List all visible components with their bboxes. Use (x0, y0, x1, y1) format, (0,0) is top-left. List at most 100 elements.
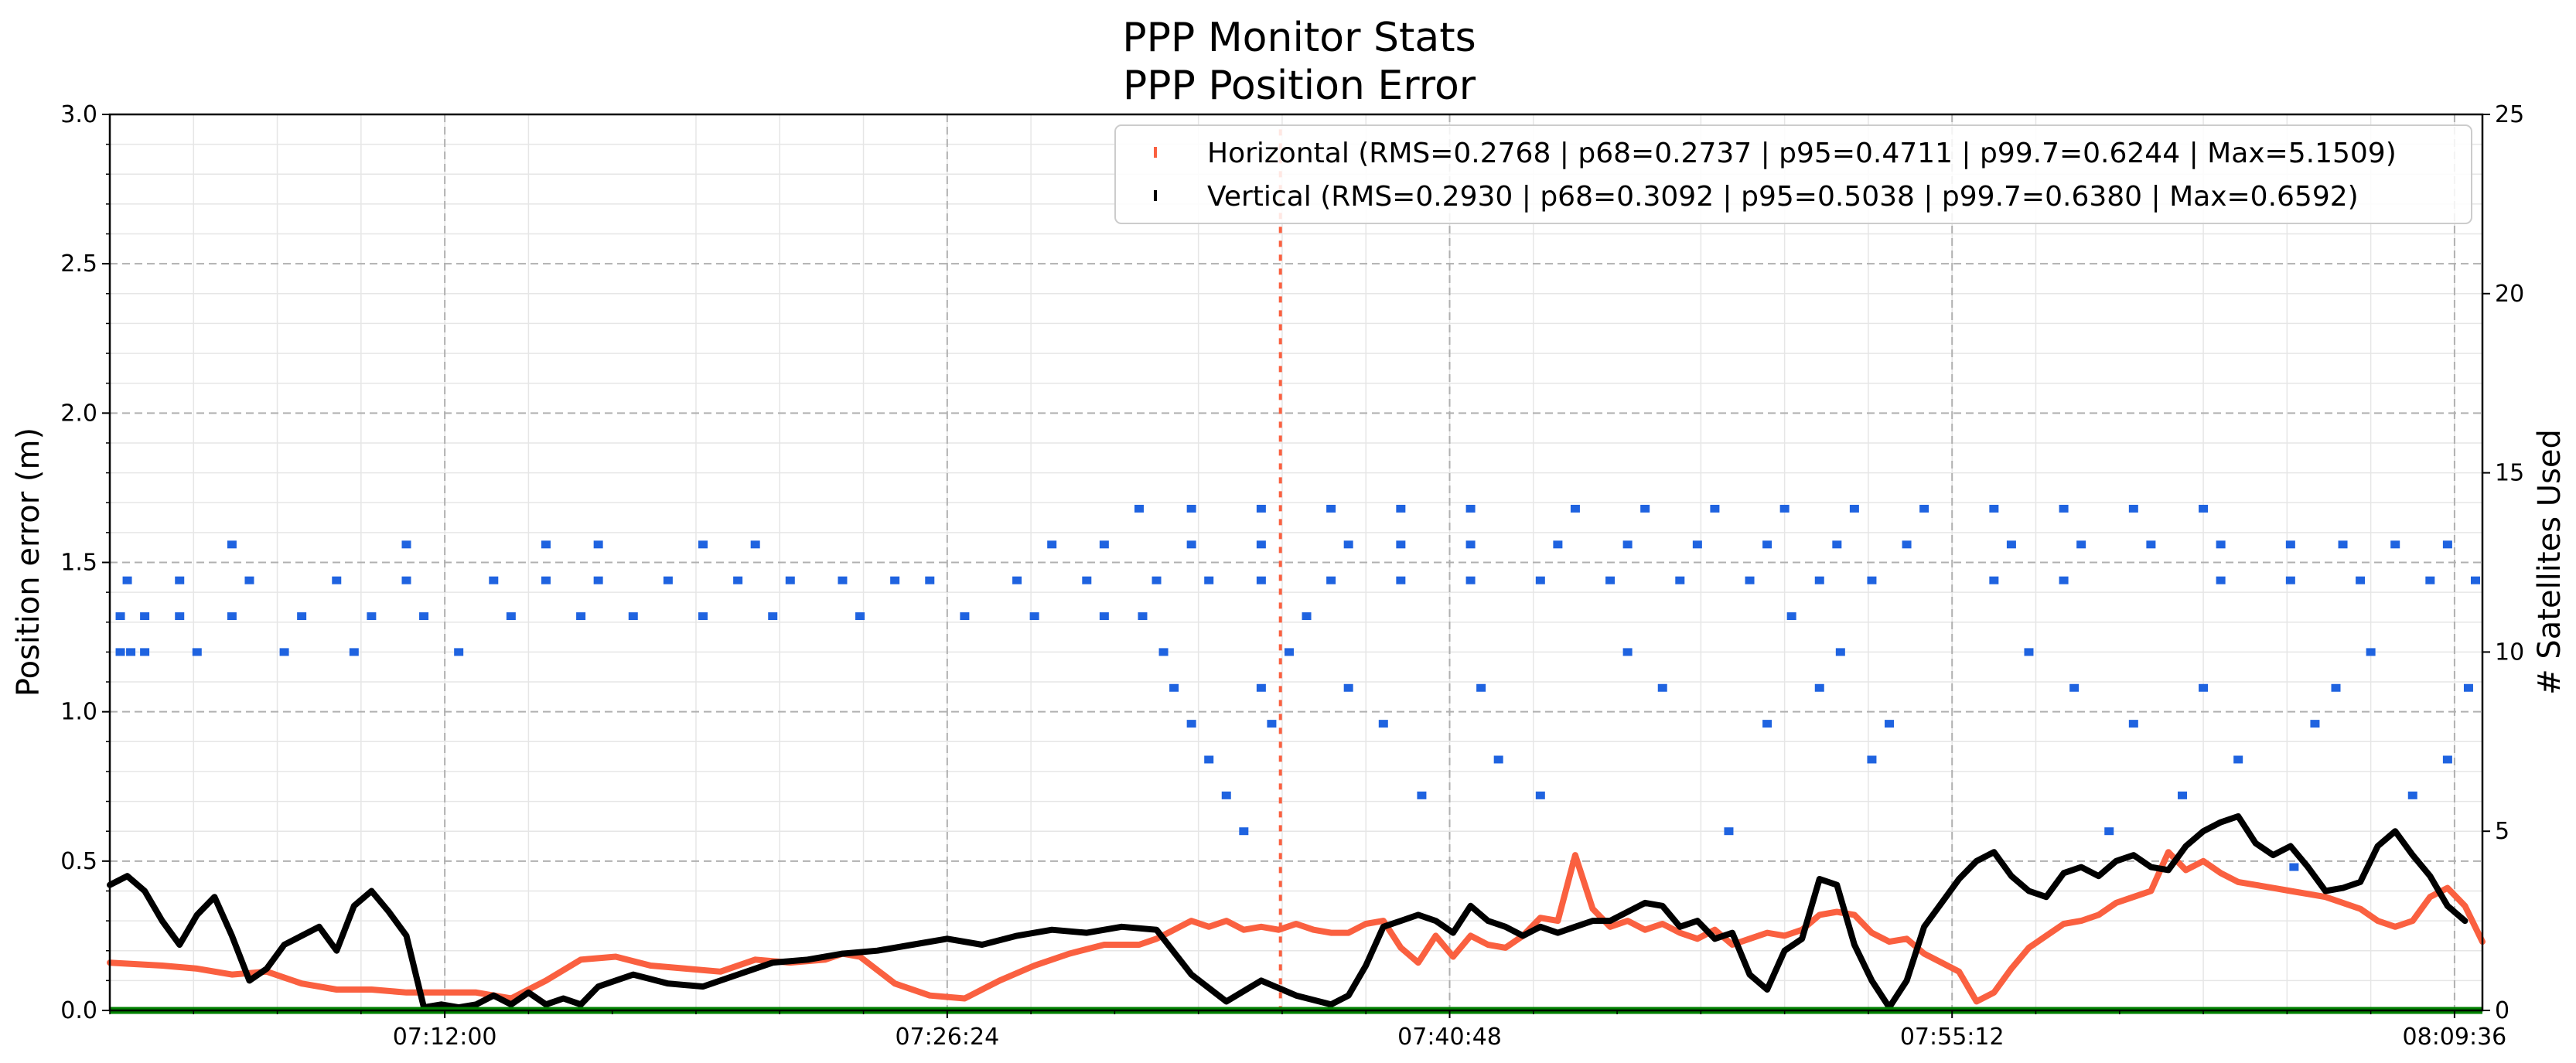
satellite-point (1989, 576, 1999, 584)
satellite-point (2289, 863, 2299, 871)
satellite-point (2442, 755, 2452, 764)
satellite-point (1029, 612, 1039, 621)
satellite-point (401, 540, 411, 549)
satellite-point (1396, 504, 1406, 513)
satellite-point (2338, 540, 2348, 549)
satellite-point (1605, 576, 1616, 584)
satellite-point (1867, 755, 1877, 764)
satellite-point (1919, 504, 1929, 513)
satellite-point (419, 612, 429, 621)
satellite-point (279, 648, 289, 656)
satellite-point (2425, 576, 2435, 584)
satellite-point (2199, 683, 2209, 692)
satellite-point (2366, 648, 2376, 656)
satellite-point (960, 612, 970, 621)
y-tick-label: 3.0 (60, 101, 97, 128)
satellite-point (1302, 612, 1312, 621)
satellite-point (1256, 540, 1266, 549)
y-axis-ticks: 0.0 0.5 1.0 1.5 2.0 2.5 3.0 (60, 101, 110, 1024)
satellite-point (1204, 576, 1214, 584)
satellite-point (2076, 540, 2086, 549)
satellite-point (140, 612, 150, 621)
satellite-point (2285, 576, 2295, 584)
satellite-point (1047, 540, 1057, 549)
x-tick-label: 07:55:12 (1900, 1024, 2005, 1051)
satellite-point (1622, 540, 1633, 549)
satellite-point (1885, 720, 1894, 728)
satellite-point (733, 576, 743, 584)
satellite-point (332, 576, 342, 584)
y2-axis-ticks: 0 5 10 15 20 25 (2482, 101, 2524, 1024)
satellite-point (175, 612, 185, 621)
satellite-point (1814, 683, 1824, 692)
legend: Horizontal (RMS=0.2768 | p68=0.2737 | p9… (1114, 124, 2472, 224)
chart-title: PPP Monitor Stats (1122, 15, 1476, 61)
satellite-point (698, 612, 708, 621)
satellite-point (1762, 540, 1772, 549)
satellite-point (2059, 504, 2069, 513)
satellite-point (1786, 612, 1796, 621)
satellite-point (2310, 720, 2320, 728)
satellite-point (2006, 540, 2016, 549)
satellite-point (1657, 683, 1667, 692)
x-tick-label: 08:09:36 (2403, 1024, 2507, 1051)
satellite-point (1849, 504, 1859, 513)
satellite-point (192, 648, 202, 656)
satellite-point (1640, 504, 1650, 513)
satellite-point (2024, 648, 2034, 656)
satellite-point (2233, 755, 2243, 764)
satellite-point (2390, 540, 2400, 549)
satellite-point (1239, 827, 1249, 836)
satellite-point (1186, 720, 1196, 728)
satellite-point (1186, 540, 1196, 549)
satellite-point (1867, 576, 1877, 584)
y-tick-label: 2.0 (60, 400, 97, 427)
satellite-point (698, 540, 708, 549)
legend-label-horizontal: Horizontal (RMS=0.2768 | p68=0.2737 | p9… (1207, 138, 2397, 169)
chart-subtitle: PPP Position Error (1123, 63, 1476, 109)
satellite-point (2442, 540, 2452, 549)
x-tick-label: 07:40:48 (1397, 1024, 1502, 1051)
satellite-point (1343, 540, 1353, 549)
x-tick-label: 07:26:24 (895, 1024, 999, 1051)
satellite-point (2128, 504, 2138, 513)
satellite-point (768, 612, 778, 621)
satellite-point (1832, 540, 1842, 549)
satellite-point (1465, 576, 1476, 584)
satellite-point (1378, 720, 1388, 728)
satellite-point (593, 540, 603, 549)
satellite-point (593, 576, 603, 584)
y-axis-label: Position error (m) (11, 428, 46, 697)
plot-frame (108, 113, 2484, 1012)
minor-grid (110, 114, 2482, 1010)
satellite-point (122, 576, 132, 584)
satellite-point (1902, 540, 1912, 549)
satellite-point (244, 576, 254, 584)
satellite-point (2356, 576, 2366, 584)
satellite-point (785, 576, 795, 584)
satellite-point (2069, 683, 2080, 692)
satellite-point (1396, 576, 1406, 584)
y2-axis-label: # Satellites Used (2532, 429, 2567, 695)
satellite-point (1169, 683, 1179, 692)
satellite-point (2146, 540, 2156, 549)
y2-tick-label: 10 (2495, 639, 2524, 666)
satellite-point (1396, 540, 1406, 549)
satellite-point (297, 612, 307, 621)
satellite-point (401, 576, 411, 584)
satellite-point (838, 576, 848, 584)
satellite-point (2128, 720, 2138, 728)
satellite-point (1465, 540, 1476, 549)
satellite-point (663, 576, 673, 584)
satellite-point (855, 612, 865, 621)
satellite-point (175, 576, 185, 584)
satellite-point (1204, 755, 1214, 764)
satellite-point (349, 648, 359, 656)
satellite-point (1710, 504, 1720, 513)
satellite-point (1465, 504, 1476, 513)
satellite-point (1284, 648, 1294, 656)
satellite-point (1692, 540, 1702, 549)
satellite-point (1675, 576, 1685, 584)
satellite-point (489, 576, 499, 584)
